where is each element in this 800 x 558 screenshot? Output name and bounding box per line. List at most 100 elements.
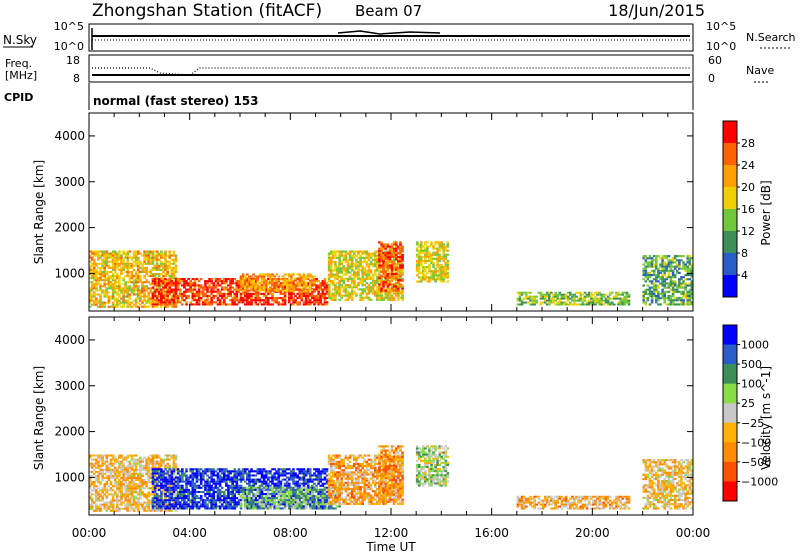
echo-cell <box>122 261 125 263</box>
echo-cell <box>552 302 555 304</box>
echo-cell <box>290 295 293 297</box>
echo-cell <box>162 280 165 282</box>
echo-cell <box>103 281 106 283</box>
echo-cell <box>678 266 681 268</box>
echo-cell <box>133 291 136 293</box>
echo-cell <box>194 297 197 299</box>
cpid-label: CPID <box>4 91 33 104</box>
echo-cell <box>110 487 113 489</box>
echo-cell <box>185 301 188 303</box>
echo-cell <box>97 477 100 479</box>
echo-cell <box>137 273 140 275</box>
echo-cell <box>141 283 144 285</box>
echo-cell <box>120 481 123 483</box>
colorbar-tick-label: 8 <box>741 247 748 260</box>
echo-cell <box>334 253 337 255</box>
echo-cell <box>101 495 104 497</box>
echo-cell <box>380 295 383 297</box>
echo-cell <box>655 289 658 291</box>
echo-cell <box>298 284 301 286</box>
echo-cell <box>152 286 155 288</box>
echo-cell <box>353 280 356 282</box>
echo-cell <box>106 251 109 253</box>
echo-cell <box>391 271 394 273</box>
echo-cell <box>164 501 167 503</box>
echo-cell <box>158 489 161 491</box>
y-tick-label: 2000 <box>54 221 85 235</box>
echo-cell <box>438 260 441 262</box>
echo-cell <box>248 290 251 292</box>
echo-cell <box>99 467 102 469</box>
echo-cell <box>603 296 606 298</box>
echo-cell <box>682 299 685 301</box>
echo-cell <box>424 270 427 272</box>
echo-cell <box>284 299 287 301</box>
echo-cell <box>351 261 354 263</box>
echo-cell <box>309 273 312 275</box>
echo-cell <box>198 289 201 291</box>
echo-cell <box>202 291 205 293</box>
echo-cell <box>168 251 171 253</box>
echo-cell <box>387 279 390 281</box>
echo-cell <box>311 293 314 295</box>
echo-cell <box>328 286 331 288</box>
echo-cell <box>171 510 174 512</box>
echo-cell <box>108 279 111 281</box>
echo-cell <box>273 275 276 277</box>
echo-cell <box>164 477 167 479</box>
echo-cell <box>187 278 190 280</box>
echo-cell <box>349 253 352 255</box>
echo-cell <box>647 284 650 286</box>
echo-cell <box>171 495 174 497</box>
echo-cell <box>326 282 329 284</box>
echo-cell <box>257 303 260 305</box>
echo-cell <box>418 268 421 270</box>
echo-cell <box>395 250 398 252</box>
echo-cell <box>252 290 255 292</box>
echo-cell <box>401 285 404 287</box>
echo-cell <box>175 459 178 461</box>
echo-cell <box>118 251 121 253</box>
echo-cell <box>137 506 140 508</box>
echo-cell <box>430 241 433 243</box>
echo-cell <box>175 306 178 308</box>
echo-cell <box>147 465 150 467</box>
echo-cell <box>393 262 396 264</box>
echo-cell <box>164 257 167 259</box>
echo-cell <box>393 283 396 285</box>
echo-cell <box>246 299 249 301</box>
echo-cell <box>106 497 109 499</box>
echo-cell <box>391 288 394 290</box>
echo-cell <box>219 278 222 280</box>
echo-cell <box>137 302 140 304</box>
echo-cell <box>173 299 176 301</box>
echo-cell <box>391 275 394 277</box>
echo-cell <box>382 260 385 262</box>
echo-cell <box>175 255 178 257</box>
echo-cell <box>345 274 348 276</box>
echo-cell <box>219 483 222 485</box>
echo-cell <box>131 271 134 273</box>
echo-cell <box>108 467 111 469</box>
echo-cell <box>192 481 195 483</box>
echo-cell <box>447 254 450 256</box>
echo-cell <box>219 501 222 503</box>
echo-cell <box>374 284 377 286</box>
echo-cell <box>173 273 176 275</box>
echo-cell <box>668 272 671 274</box>
echo-cell <box>200 495 203 497</box>
echo-cell <box>181 477 184 479</box>
echo-cell <box>229 289 232 291</box>
echo-cell <box>651 297 654 299</box>
echo-cell <box>259 290 262 292</box>
echo-cell <box>432 266 435 268</box>
echo-cell <box>598 292 601 294</box>
echo-cell <box>95 275 98 277</box>
echo-cell <box>101 457 104 459</box>
echo-cell <box>173 491 176 493</box>
echo-cell <box>657 291 660 293</box>
echo-cell <box>401 288 404 290</box>
echo-cell <box>271 295 274 297</box>
echo-cell <box>357 267 360 269</box>
